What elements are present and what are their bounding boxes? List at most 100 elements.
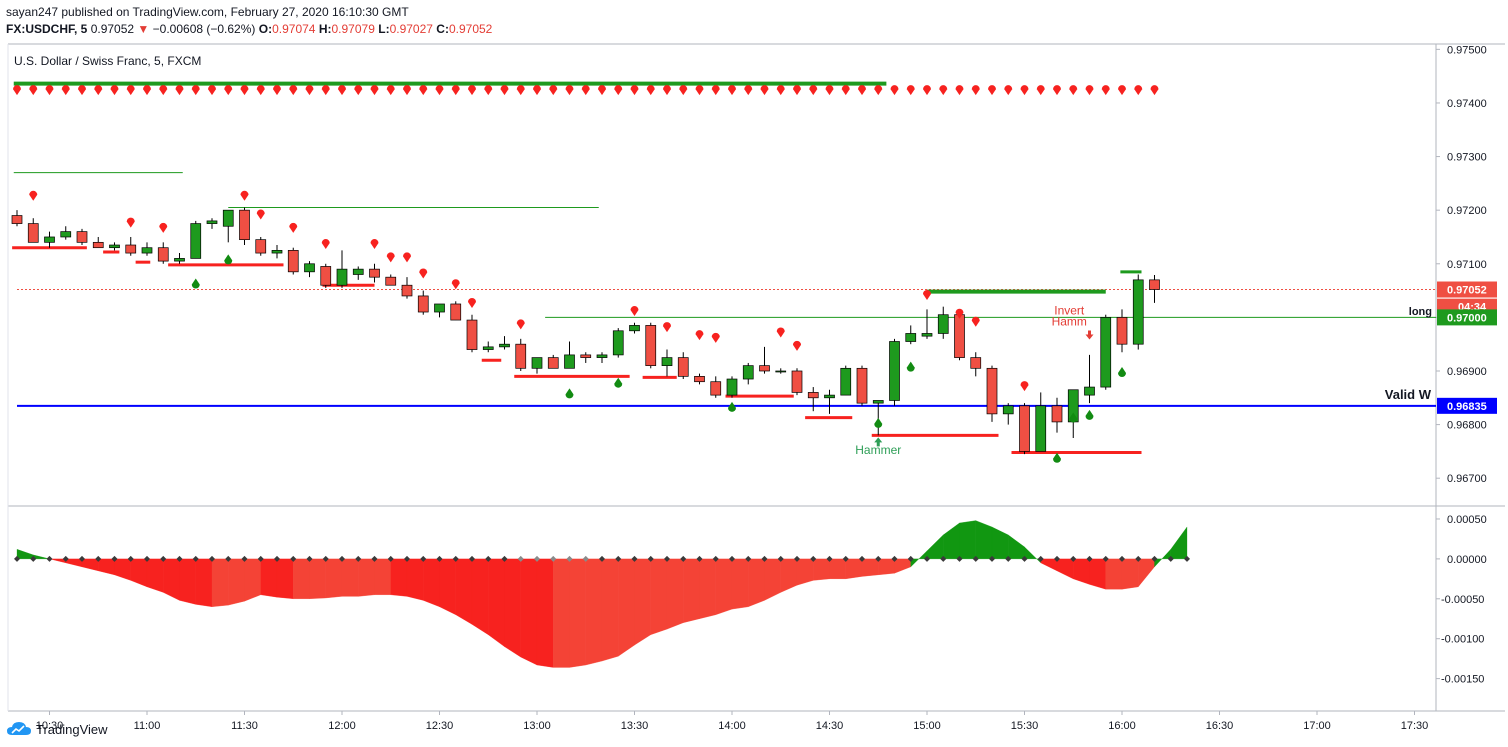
zero-line-marker [469, 555, 475, 562]
oscillator-segment [1056, 558, 1074, 580]
brand-text: TradingView [36, 721, 108, 737]
oscillator-segment [1089, 558, 1106, 590]
candle-body [710, 381, 722, 396]
oscillator-segment [390, 558, 408, 597]
signal-marker [614, 85, 623, 96]
oscillator-segment [1008, 534, 1025, 560]
oscillator-segment [536, 558, 554, 668]
zero-line-marker [290, 555, 297, 562]
candle [1100, 314, 1112, 390]
zero-line-marker [1054, 555, 1060, 562]
signal-marker [923, 85, 931, 96]
signal-marker [549, 85, 558, 96]
signal-marker [581, 85, 590, 96]
oscillator-segment [748, 558, 765, 607]
signal-marker [841, 85, 850, 96]
red-signal-marker [971, 316, 980, 327]
candle-body [92, 241, 104, 249]
signal-marker [516, 85, 525, 96]
red-signal-marker [711, 332, 720, 343]
oscillator-segment [228, 558, 245, 606]
low-value: 0.97027 [389, 22, 433, 36]
signal-marker [711, 85, 720, 96]
red-signal-marker [468, 297, 476, 308]
y-tick-label: 0.96700 [1447, 473, 1487, 485]
signal-marker [1020, 85, 1029, 96]
zero-line-marker [891, 555, 898, 562]
signal-marker [1085, 85, 1094, 96]
candle [499, 336, 510, 350]
x-tick-label: 14:30 [816, 720, 844, 732]
osc-y-tick-label: -0.00100 [1441, 634, 1484, 646]
candle [1019, 403, 1030, 455]
candle-body [531, 357, 543, 369]
candle-body [174, 258, 185, 262]
candle-body [596, 354, 608, 358]
oscillator-segment [861, 558, 879, 577]
zero-line-marker [339, 555, 345, 562]
signal-marker [939, 85, 948, 96]
green-signal-marker [1085, 409, 1094, 420]
oscillator-segment [455, 558, 473, 625]
candle [629, 322, 640, 334]
osc-y-tick-label: -0.00150 [1441, 674, 1484, 686]
red-signal-marker [321, 239, 330, 250]
zero-line-marker [436, 555, 443, 562]
oscillator-segment [504, 558, 521, 658]
zero-line-marker [599, 555, 605, 562]
zero-line-marker [761, 555, 768, 562]
red-signal-marker [955, 308, 964, 319]
y-tick-label: 0.97500 [1447, 44, 1487, 56]
red-signal-marker [923, 289, 931, 300]
candle [1149, 275, 1160, 303]
candle [937, 306, 949, 339]
zero-line-marker [1184, 555, 1190, 562]
signal-marker [971, 85, 980, 96]
oscillator-segment [406, 558, 424, 601]
zero-line-marker [680, 555, 687, 562]
signal-marker [500, 85, 509, 96]
zero-line-marker [30, 555, 37, 562]
candle-body [336, 268, 348, 286]
candle-body [840, 367, 852, 396]
candle-body [1132, 279, 1144, 345]
oscillator-segment [1040, 558, 1058, 572]
candle-body [856, 367, 868, 404]
candle [92, 236, 104, 249]
signal-marker [1004, 85, 1013, 96]
oscillator-segment [553, 558, 570, 668]
candle [1002, 403, 1014, 425]
x-tick-label: 12:30 [426, 720, 454, 732]
oscillator-segment [569, 558, 586, 668]
oscillator-segment [374, 558, 391, 595]
oscillator-segment [163, 558, 180, 601]
candle [807, 387, 819, 412]
candle-body [466, 319, 478, 350]
signal-marker [61, 85, 70, 96]
zero-line-marker [387, 555, 394, 562]
candle [515, 338, 527, 371]
zero-line-marker [517, 555, 524, 562]
candle [840, 365, 852, 396]
footer-brand[interactable]: TradingView [6, 719, 108, 739]
change-value: −0.00608 (−0.62%) [152, 22, 256, 36]
signal-marker [159, 85, 168, 96]
oscillator-segment [1024, 546, 1041, 564]
signal-marker [793, 85, 801, 96]
zero-line-marker [452, 555, 459, 562]
candle [970, 352, 982, 377]
candle [320, 263, 332, 288]
signal-marker [906, 85, 915, 96]
signal-marker [809, 85, 818, 96]
green-signal-marker [1069, 412, 1078, 423]
zero-line-marker [1119, 555, 1125, 562]
candle-body [417, 295, 429, 313]
signal-marker [728, 85, 736, 96]
candle-body [109, 244, 120, 249]
candle [564, 341, 575, 369]
candle [921, 309, 933, 339]
candle-body [547, 357, 559, 369]
x-tick-label: 16:00 [1108, 720, 1136, 732]
oscillator-segment [699, 558, 716, 619]
